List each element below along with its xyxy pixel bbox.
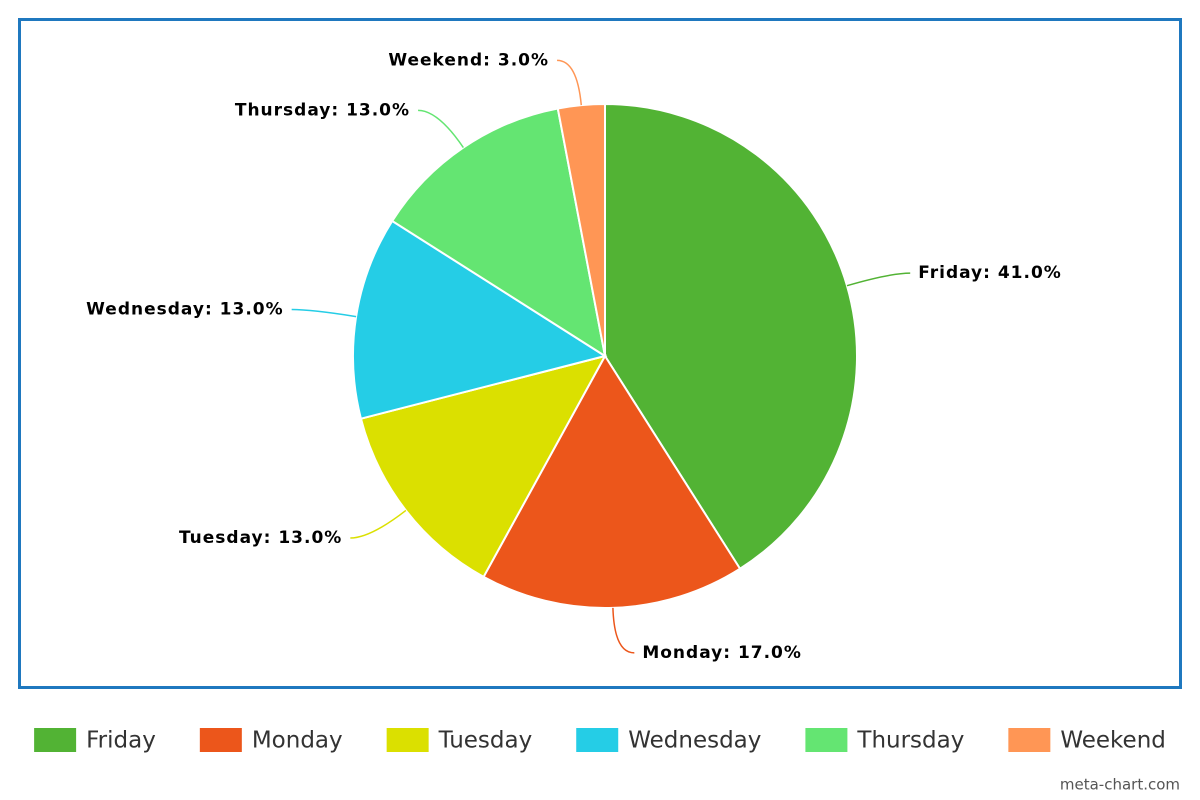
label-connector [418, 109, 464, 148]
legend-label: Friday [86, 728, 156, 754]
data-label: Friday: 41.0% [918, 263, 1062, 283]
legend-swatch [386, 728, 429, 752]
label-connector [846, 272, 911, 287]
watermark: meta-chart.com [1060, 776, 1180, 794]
pie-slice [390, 107, 607, 359]
legend-label: Tuesday [438, 728, 533, 754]
label-connector [350, 509, 407, 539]
pie-slice [556, 102, 606, 357]
data-label: Wednesday: 13.0% [86, 300, 284, 320]
legend-label: Weekend [1060, 728, 1166, 754]
legend-label: Thursday [856, 728, 964, 754]
data-label: Tuesday: 13.0% [179, 528, 342, 548]
legend-label: Monday [252, 728, 343, 754]
label-connector [612, 607, 635, 654]
pie-slice [359, 354, 607, 579]
legend-swatch [805, 728, 848, 752]
label-connector [556, 59, 583, 106]
legend-swatch [1008, 728, 1051, 752]
label-connector [291, 308, 357, 318]
legend-swatch [199, 728, 242, 752]
data-label: Monday: 17.0% [642, 643, 802, 663]
legend-swatch [576, 728, 619, 752]
legend-swatch [34, 728, 77, 752]
pie-slice [482, 354, 742, 609]
data-label: Thursday: 13.0% [235, 100, 410, 120]
legend-label: Wednesday [628, 728, 761, 754]
data-label: Weekend: 3.0% [388, 50, 549, 70]
